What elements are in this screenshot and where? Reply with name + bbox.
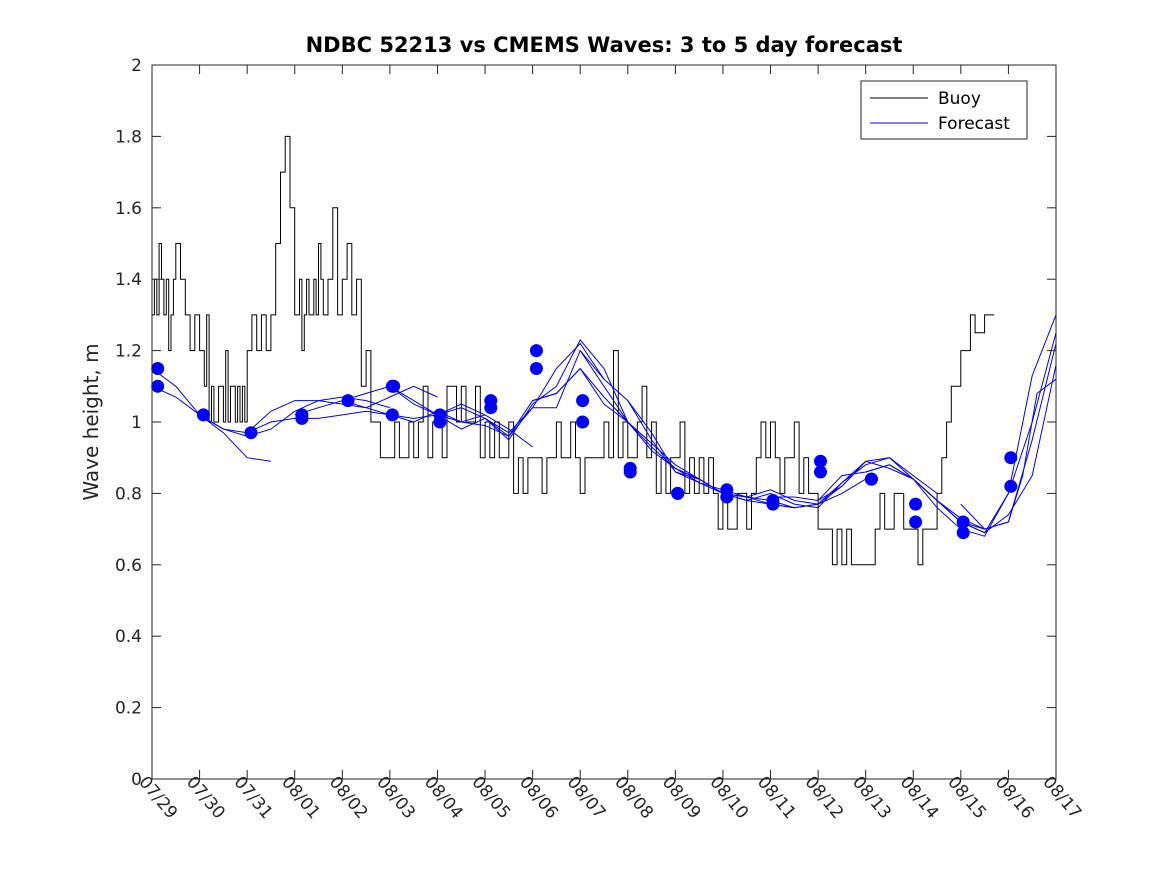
forecast-line-10 (532, 367, 795, 509)
forecast-marker-point (814, 465, 827, 479)
forecast-line-7 (389, 338, 629, 441)
forecast-marker-point (909, 515, 923, 529)
forecast-marker-point (814, 454, 827, 468)
forecast-line-20 (1007, 378, 1057, 523)
forecast-marker-point (576, 394, 590, 408)
y-tick-label: 1.4 (115, 270, 142, 290)
forecast-marker-point (766, 497, 780, 511)
legend-forecast-label: Forecast (938, 114, 1010, 134)
forecast-marker-point (576, 415, 590, 429)
forecast-marker-point (720, 490, 734, 504)
y-tick-label: 0.8 (115, 484, 142, 504)
series-layer (151, 135, 1057, 566)
forecast-marker-point (151, 379, 165, 393)
forecast-marker-point (909, 497, 923, 511)
y-tick-label: 1 (131, 413, 142, 433)
forecast-marker-point (244, 426, 258, 440)
forecast-marker-point (196, 408, 210, 422)
forecast-line-1 (151, 368, 271, 462)
y-tick-label: 0 (131, 770, 142, 790)
forecast-marker-point (295, 411, 309, 425)
forecast-marker-point (956, 526, 970, 540)
forecast-marker-point (671, 486, 685, 500)
forecast-marker-point (387, 379, 401, 393)
forecast-marker-point (1004, 451, 1018, 465)
forecast-marker-point (623, 465, 637, 479)
forecast-marker-point (1004, 479, 1018, 493)
legend-box (860, 80, 1028, 140)
forecast-marker-point (529, 362, 543, 375)
forecast-marker-point (956, 515, 970, 529)
chart-title: NDBC 52213 vs CMEMS Waves: 3 to 5 day fo… (306, 33, 903, 57)
y-tick-label: 1.6 (115, 199, 142, 219)
y-tick-label: 1.8 (115, 127, 142, 147)
forecast-marker-point (484, 401, 498, 415)
forecast-marker-point (341, 394, 355, 408)
forecast-marker-point (385, 408, 399, 422)
legend-buoy-label: Buoy (938, 89, 981, 109)
forecast-line-18 (912, 314, 1057, 534)
forecast-line-3 (199, 385, 438, 434)
y-tick-label: 1.2 (115, 342, 142, 362)
y-axis-label: Wave height, m (79, 343, 103, 500)
forecast-marker-point (529, 344, 543, 358)
forecast-marker-point (864, 472, 878, 486)
y-tick-label: 0.6 (115, 556, 142, 576)
y-tick-label: 0.4 (115, 627, 142, 647)
forecast-marker-point (151, 362, 165, 375)
forecast-marker-point (433, 415, 447, 429)
legend: Buoy Forecast (860, 80, 1028, 140)
y-tick-label: 0.2 (115, 699, 142, 719)
y-tick-label: 2 (131, 56, 142, 76)
forecast-line-5 (294, 400, 533, 448)
